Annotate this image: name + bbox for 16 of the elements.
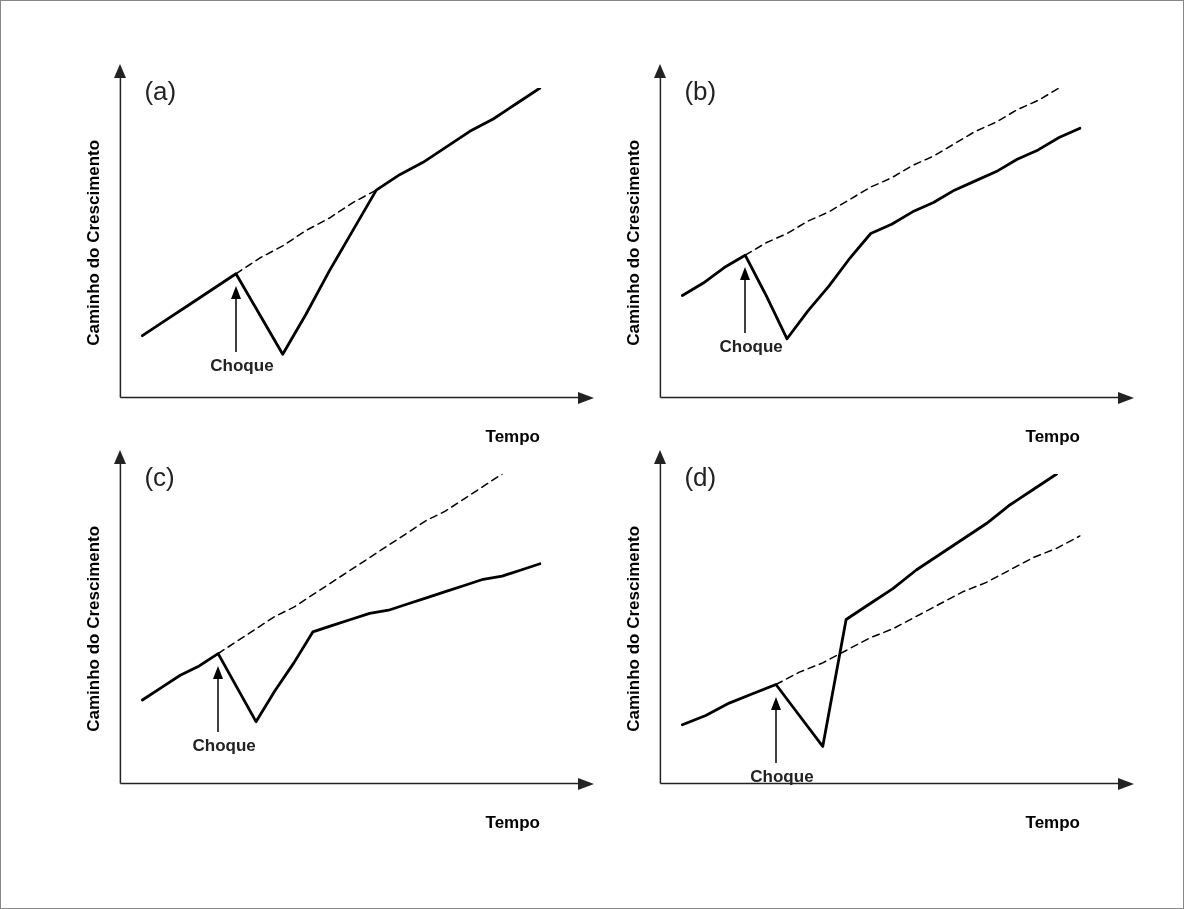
y-axis-title: Caminho do Crescimento — [83, 525, 103, 732]
chart-title: (b) — [684, 76, 717, 107]
x-axis-title: Tempo — [1025, 427, 1080, 447]
x-axis-title: Tempo — [1025, 813, 1080, 833]
chart-title: (a) — [144, 76, 177, 107]
chart-title: (c) — [144, 462, 175, 493]
x-axis-title: Tempo — [485, 427, 540, 447]
y-axis-title: Caminho do Crescimento — [623, 525, 643, 732]
annotation: Choque — [750, 766, 814, 786]
y-axis-title: Caminho do Crescimento — [83, 139, 103, 346]
x-axis-title: Tempo — [485, 813, 540, 833]
y-axis-title: Caminho do Crescimento — [623, 139, 643, 346]
annotation: Choque — [719, 337, 783, 357]
annotation: Choque — [192, 735, 256, 755]
annotation: Choque — [210, 355, 274, 375]
chart-title: (d) — [684, 462, 717, 493]
